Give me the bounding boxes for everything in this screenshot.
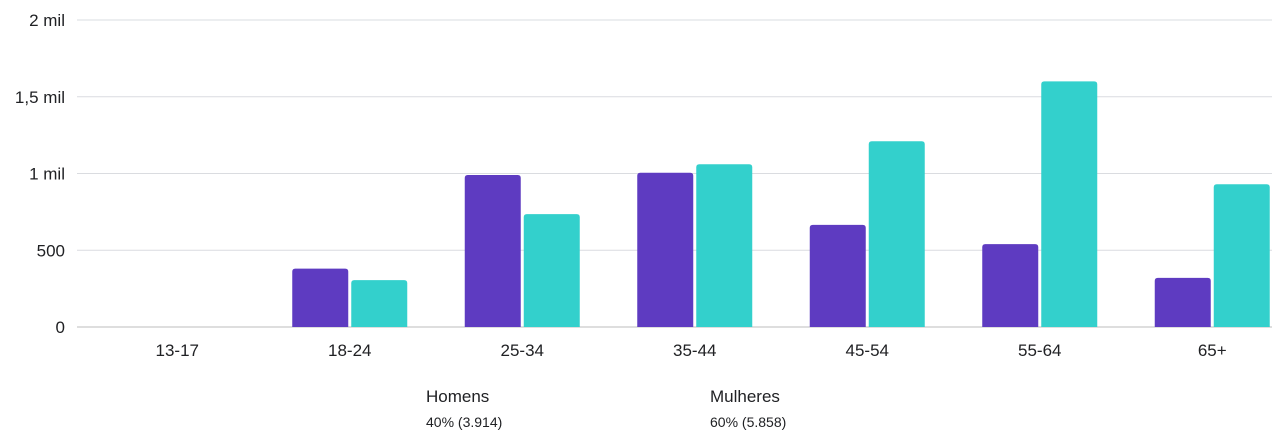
legend-label-homens: Homens xyxy=(426,387,490,406)
bar-homens-25-34[interactable] xyxy=(464,175,521,327)
bar-homens-45-54[interactable] xyxy=(809,224,866,327)
legend-item-homens: Homens 40% (3.914) xyxy=(426,386,502,430)
x-tick-label: 65+ xyxy=(1198,341,1227,360)
bar-homens-65+[interactable] xyxy=(1154,277,1211,327)
legend-detail-mulheres: 60% (5.858) xyxy=(710,414,787,430)
legend-detail-homens: 40% (3.914) xyxy=(426,414,503,430)
legend-item-mulheres: Mulheres 60% (5.858) xyxy=(710,386,786,430)
x-tick-label: 25-34 xyxy=(501,341,544,360)
x-tick-label: 13-17 xyxy=(156,341,199,360)
bar-homens-35-44[interactable] xyxy=(637,172,694,327)
legend-label-mulheres: Mulheres xyxy=(710,387,780,406)
bar-mulheres-18-24[interactable] xyxy=(351,280,408,327)
y-tick-label: 500 xyxy=(37,241,65,260)
bar-mulheres-55-64[interactable] xyxy=(1041,81,1098,328)
bar-mulheres-65+[interactable] xyxy=(1213,184,1270,327)
bar-mulheres-25-34[interactable] xyxy=(523,214,580,327)
y-tick-label: 1 mil xyxy=(29,165,65,184)
y-tick-label: 2 mil xyxy=(29,11,65,30)
x-tick-label: 35-44 xyxy=(673,341,716,360)
bar-mulheres-35-44[interactable] xyxy=(696,164,753,327)
x-tick-label: 45-54 xyxy=(846,341,889,360)
y-tick-label: 0 xyxy=(56,318,65,337)
bar-homens-55-64[interactable] xyxy=(982,244,1039,327)
y-tick-label: 1,5 mil xyxy=(15,88,65,107)
bar-homens-18-24[interactable] xyxy=(292,268,349,327)
x-tick-label: 55-64 xyxy=(1018,341,1061,360)
x-tick-label: 18-24 xyxy=(328,341,371,360)
bar-mulheres-45-54[interactable] xyxy=(868,141,925,327)
